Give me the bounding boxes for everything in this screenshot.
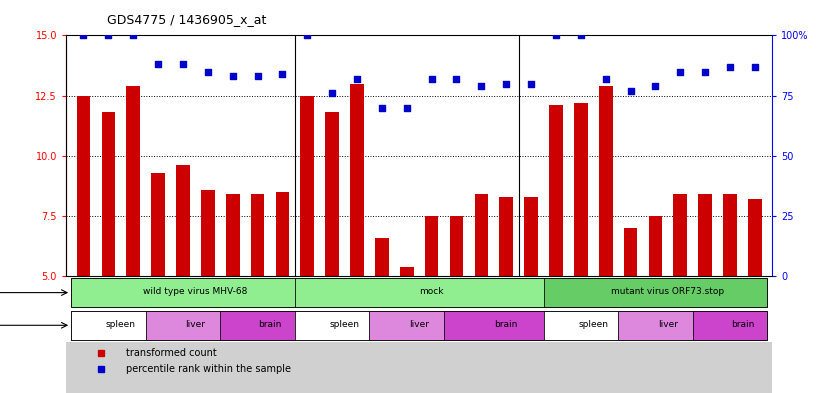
- Point: [599, 75, 612, 82]
- Bar: [748, 199, 762, 276]
- Text: liver: liver: [409, 320, 430, 329]
- FancyBboxPatch shape: [295, 310, 369, 340]
- Bar: [724, 195, 737, 276]
- Point: [500, 81, 513, 87]
- Bar: [673, 195, 687, 276]
- Point: [77, 32, 90, 39]
- Point: [475, 83, 488, 89]
- Bar: [176, 165, 190, 276]
- FancyBboxPatch shape: [544, 278, 767, 307]
- Bar: [599, 86, 613, 276]
- Point: [400, 105, 413, 111]
- Text: spleen: spleen: [330, 320, 359, 329]
- FancyBboxPatch shape: [618, 310, 693, 340]
- Bar: [77, 95, 90, 276]
- Bar: [574, 103, 587, 276]
- Bar: [276, 192, 289, 276]
- Text: brain: brain: [731, 320, 754, 329]
- FancyBboxPatch shape: [295, 278, 544, 307]
- FancyBboxPatch shape: [221, 310, 295, 340]
- FancyBboxPatch shape: [71, 310, 145, 340]
- Point: [525, 81, 538, 87]
- Text: brain: brain: [495, 320, 518, 329]
- Point: [450, 75, 463, 82]
- FancyBboxPatch shape: [71, 278, 295, 307]
- Bar: [400, 266, 414, 276]
- Point: [748, 64, 762, 70]
- Bar: [102, 112, 115, 276]
- Point: [674, 68, 687, 75]
- Point: [549, 32, 563, 39]
- Bar: [698, 195, 712, 276]
- Bar: [151, 173, 165, 276]
- Point: [276, 71, 289, 77]
- Point: [226, 73, 240, 79]
- Point: [102, 32, 115, 39]
- Point: [425, 75, 439, 82]
- Point: [126, 32, 140, 39]
- Point: [699, 68, 712, 75]
- Bar: [525, 197, 538, 276]
- Bar: [549, 105, 563, 276]
- Bar: [201, 189, 215, 276]
- Point: [176, 61, 189, 68]
- Bar: [648, 216, 662, 276]
- Bar: [126, 86, 140, 276]
- FancyBboxPatch shape: [544, 310, 618, 340]
- Bar: [375, 238, 389, 276]
- Bar: [425, 216, 439, 276]
- Bar: [225, 195, 240, 276]
- Text: spleen: spleen: [106, 320, 135, 329]
- Point: [151, 61, 164, 68]
- Text: brain: brain: [259, 320, 282, 329]
- Point: [325, 90, 339, 96]
- Bar: [325, 112, 339, 276]
- Bar: [449, 216, 463, 276]
- FancyBboxPatch shape: [369, 310, 444, 340]
- Text: GDS4775 / 1436905_x_at: GDS4775 / 1436905_x_at: [107, 13, 267, 26]
- Text: percentile rank within the sample: percentile rank within the sample: [126, 364, 291, 375]
- FancyBboxPatch shape: [145, 310, 221, 340]
- Point: [350, 75, 363, 82]
- Bar: [251, 195, 264, 276]
- Point: [649, 83, 662, 89]
- Text: transformed count: transformed count: [126, 348, 217, 358]
- Bar: [350, 84, 364, 276]
- Point: [624, 88, 637, 94]
- Point: [574, 32, 587, 39]
- Text: mock: mock: [420, 287, 444, 296]
- Text: spleen: spleen: [578, 320, 608, 329]
- Bar: [500, 197, 513, 276]
- Bar: [624, 228, 638, 276]
- Point: [202, 68, 215, 75]
- Point: [724, 64, 737, 70]
- Point: [251, 73, 264, 79]
- FancyBboxPatch shape: [693, 310, 767, 340]
- Text: liver: liver: [185, 320, 206, 329]
- Text: wild type virus MHV-68: wild type virus MHV-68: [143, 287, 248, 296]
- FancyBboxPatch shape: [444, 310, 544, 340]
- Point: [301, 32, 314, 39]
- Point: [375, 105, 388, 111]
- Text: liver: liver: [657, 320, 678, 329]
- Bar: [474, 195, 488, 276]
- Bar: [301, 95, 314, 276]
- Text: mutant virus ORF73.stop: mutant virus ORF73.stop: [611, 287, 724, 296]
